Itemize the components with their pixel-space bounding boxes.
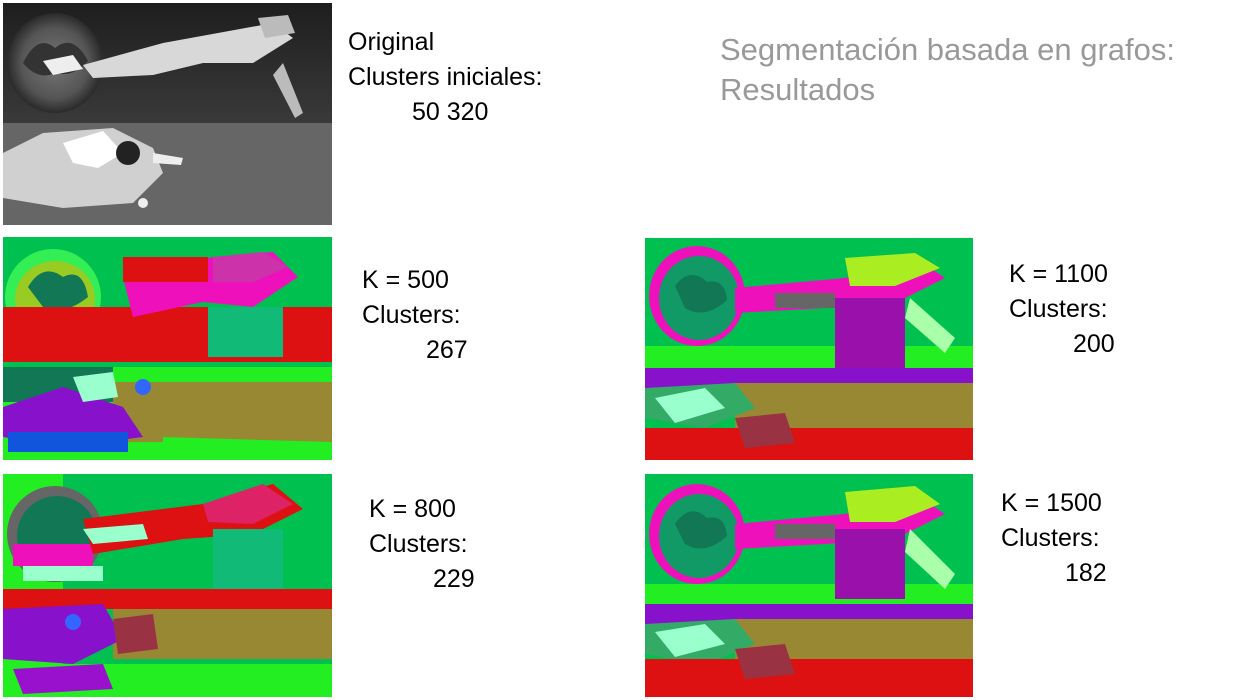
original-image: [3, 3, 332, 225]
original-label: Original: [348, 28, 435, 56]
result-caption-k800: K = 800 Clusters: 229: [369, 492, 475, 597]
segmentation-k800-image: [3, 474, 332, 697]
initial-clusters-label: Clusters iniciales:: [348, 63, 543, 91]
result-caption-k1500: K = 1500 Clusters: 182: [1001, 486, 1107, 591]
k-value-label: K = 1500: [1001, 489, 1102, 517]
initial-clusters-value: 50 320: [412, 98, 489, 126]
clusters-label: Clusters:: [362, 301, 461, 329]
slide-title-line-2: Resultados: [720, 72, 876, 107]
segmentation-k500-image: [3, 237, 332, 460]
slide-title-line-1: Segmentación basada en grafos:: [720, 32, 1175, 67]
result-caption-k1100: K = 1100 Clusters: 200: [1009, 257, 1115, 362]
clusters-value: 229: [433, 565, 475, 593]
k-value-label: K = 800: [369, 495, 456, 523]
k-value-label: K = 500: [362, 266, 449, 294]
clusters-value: 182: [1065, 559, 1107, 587]
segmentation-k1500-graphic: [645, 474, 973, 697]
clusters-value: 267: [426, 336, 468, 364]
original-photo-graphic: [3, 3, 332, 225]
clusters-label: Clusters:: [1001, 524, 1100, 552]
original-caption: Original Clusters iniciales: 50 320: [348, 25, 543, 130]
clusters-value: 200: [1073, 330, 1115, 358]
k-value-label: K = 1100: [1009, 260, 1108, 288]
result-caption-k500: K = 500 Clusters: 267: [362, 263, 468, 368]
segmentation-k800-graphic: [3, 474, 332, 697]
segmentation-k500-graphic: [3, 237, 332, 460]
clusters-label: Clusters:: [1009, 295, 1108, 323]
segmentation-k1100-image: [645, 238, 973, 460]
segmentation-k1100-graphic: [645, 238, 973, 460]
slide-title: Segmentación basada en grafos: Resultado…: [720, 30, 1175, 110]
segmentation-k1500-image: [645, 474, 973, 697]
clusters-label: Clusters:: [369, 530, 468, 558]
